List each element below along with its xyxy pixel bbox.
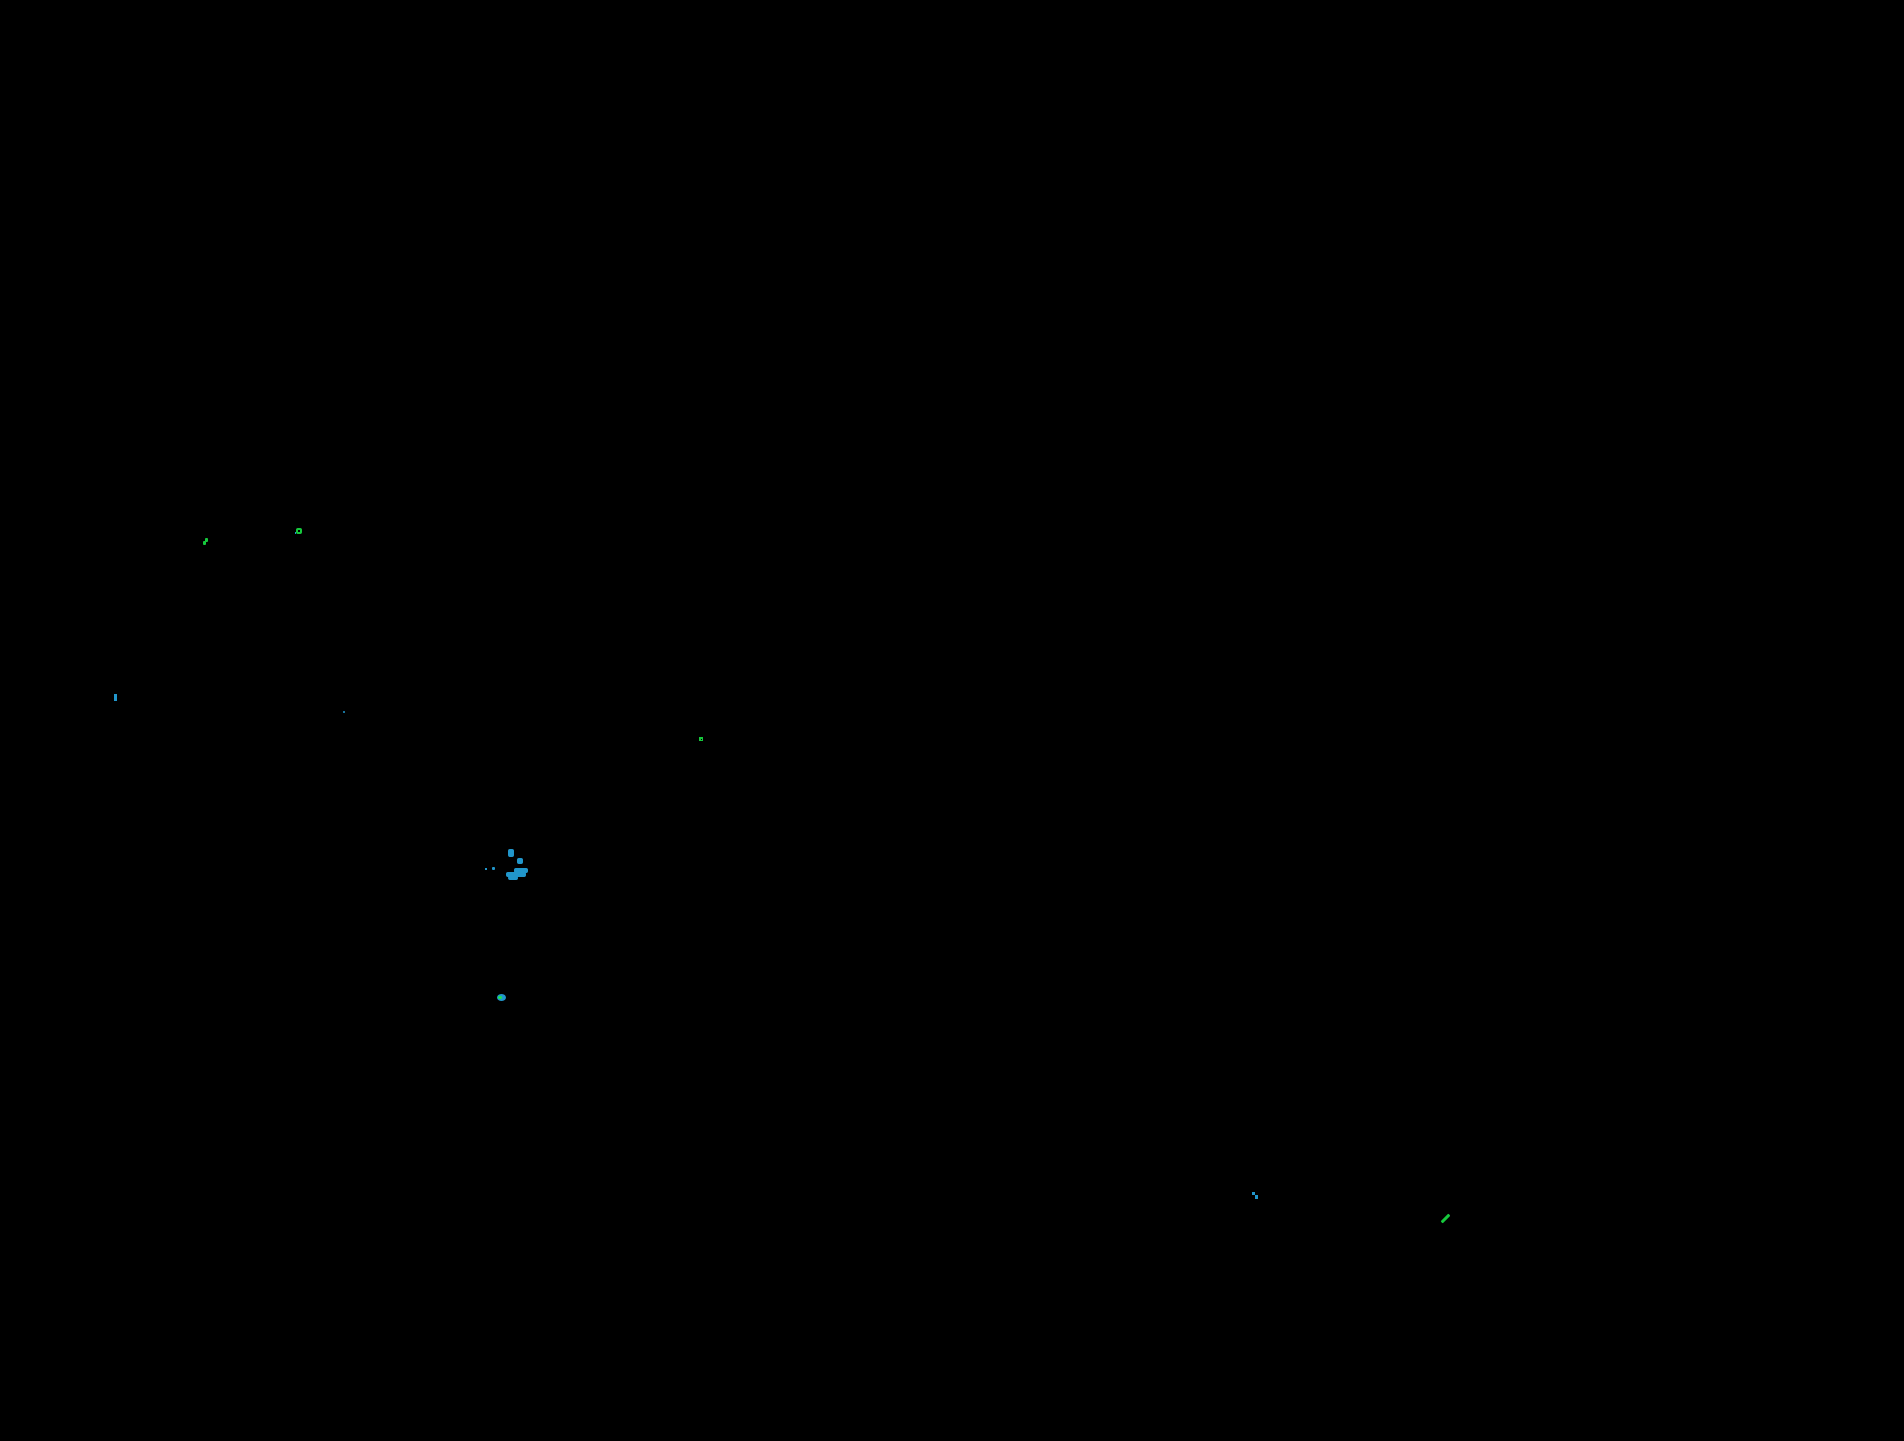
green-diagonal-stroke [1440,1213,1451,1224]
blue-cluster-mid-blob [517,858,523,864]
blue-tiny-dot [343,711,345,713]
blue-cluster-left-dot [485,868,487,870]
green-square-dot-notch [701,739,702,740]
blue-cluster-left-dot-2 [492,867,495,870]
green-ring-dot-center [298,530,300,532]
green-ring-dot-blue-pixel [295,532,296,534]
blue-cluster-streak-mid [506,872,526,877]
blue-cluster-streak-bottom [508,876,518,880]
blue-squiggle-bottom-square [1255,1195,1258,1199]
blue-cluster-upper-blob [508,849,514,857]
blue-cluster-streak-top [514,868,528,873]
blue-squiggle-top-square [1252,1192,1255,1195]
blue-vertical-bar [114,694,117,701]
green-squiggle-bottom-segment [203,541,206,545]
green-squiggle-top-segment [205,538,208,542]
blue-green-oval-core [498,996,502,999]
